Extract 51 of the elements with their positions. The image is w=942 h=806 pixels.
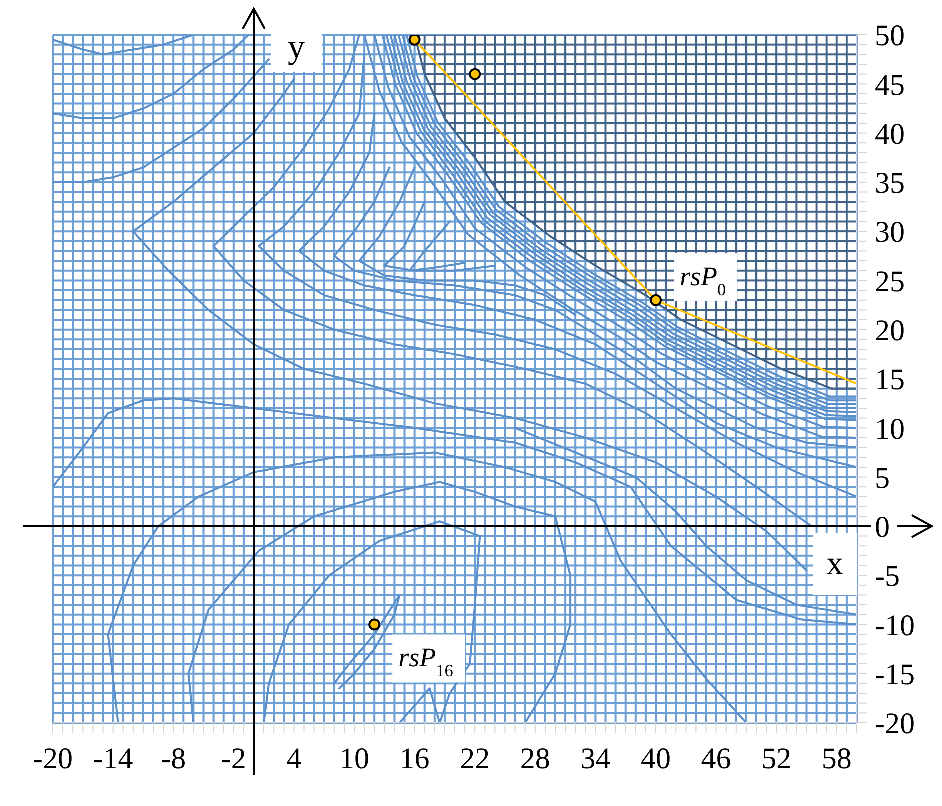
x-tick-label: 10 bbox=[340, 742, 370, 776]
line-series bbox=[107, 452, 748, 723]
line-series bbox=[333, 166, 857, 449]
x-tick-label: 4 bbox=[286, 742, 302, 776]
y-axis-title: y bbox=[288, 29, 305, 66]
y-tick-label: 10 bbox=[875, 412, 905, 446]
x-tick-label: -8 bbox=[161, 742, 186, 776]
x-tick-label: -20 bbox=[33, 742, 73, 776]
y-tick-label: 20 bbox=[875, 314, 905, 348]
line-series bbox=[298, 112, 857, 468]
line-series bbox=[384, 201, 496, 272]
y-tick-label: -15 bbox=[875, 658, 915, 692]
y-tick-label: -20 bbox=[875, 708, 915, 741]
line-series bbox=[212, 35, 813, 528]
y-tick-label: 35 bbox=[875, 167, 905, 200]
line-series bbox=[53, 35, 195, 56]
line-series bbox=[132, 78, 808, 572]
y-tick-label: 15 bbox=[875, 364, 905, 397]
x-tick-label: 58 bbox=[822, 742, 852, 776]
line-series bbox=[514, 427, 857, 616]
point bbox=[650, 294, 662, 306]
y-tick-label: 0 bbox=[875, 511, 890, 544]
x-tick-label: 16 bbox=[400, 742, 430, 776]
line-series bbox=[333, 594, 401, 690]
y-tick-label: 40 bbox=[875, 118, 905, 151]
x-tick-label: -14 bbox=[93, 742, 134, 776]
x-tick-label: 40 bbox=[641, 742, 671, 776]
x-tick-label: 34 bbox=[580, 742, 611, 776]
y-tick-label: 25 bbox=[875, 265, 905, 298]
x-tick-label: 22 bbox=[460, 742, 490, 776]
y-tick-label: -10 bbox=[875, 609, 915, 642]
line-series bbox=[188, 481, 572, 723]
y-tick-label: 30 bbox=[875, 216, 905, 250]
x-tick-label: 46 bbox=[701, 742, 732, 776]
y-tick-label: 45 bbox=[875, 68, 905, 102]
point bbox=[469, 68, 482, 80]
y-tick-label: -5 bbox=[875, 560, 900, 594]
y-tick-label: 50 bbox=[875, 20, 905, 53]
line-series bbox=[263, 520, 482, 723]
line-series bbox=[53, 35, 250, 120]
annotation: rsP$_{0}$ bbox=[680, 261, 726, 299]
line-series bbox=[53, 398, 857, 626]
x-tick-label: 28 bbox=[520, 742, 550, 776]
x-tick-label: 52 bbox=[762, 742, 792, 776]
y-tick-label: 5 bbox=[875, 462, 890, 495]
x-axis-title: x bbox=[826, 545, 844, 582]
point bbox=[368, 618, 381, 631]
point bbox=[408, 35, 421, 46]
annotation: rsP$_{16}$ bbox=[398, 642, 454, 680]
line-series bbox=[53, 58, 270, 184]
x-tick-label: -2 bbox=[221, 742, 246, 776]
